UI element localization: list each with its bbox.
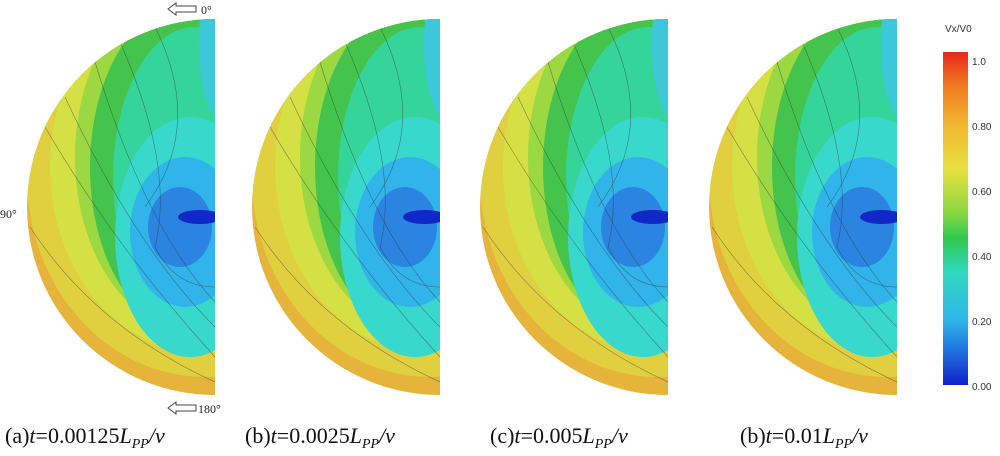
colorbar-ticks: 1.0 0.80 0.60 0.40 0.20 0.00 bbox=[972, 57, 992, 393]
panel-caption: (c)t=0.005LPP/v bbox=[490, 423, 628, 452]
caption-tail: /v bbox=[850, 423, 868, 448]
caption-var: L bbox=[118, 423, 131, 448]
caption-var: L bbox=[822, 423, 835, 448]
caption-var: t bbox=[29, 423, 36, 448]
caption-var: L bbox=[349, 423, 362, 448]
caption-eq: =0.01 bbox=[772, 423, 823, 448]
colorbar-tick-label: 0.00 bbox=[972, 382, 992, 393]
caption-sub: PP bbox=[361, 437, 380, 452]
panel-caption: (b)t=0.01LPP/v bbox=[740, 423, 868, 452]
captions: (a)t=0.00125LPP/v (b)t=0.0025LPP/v (c)t=0.… bbox=[5, 423, 868, 452]
caption-label: (a) bbox=[5, 423, 29, 448]
caption-eq: =0.0025 bbox=[277, 423, 350, 448]
colorbar-tick-label: 1.0 bbox=[972, 57, 986, 68]
caption-sub: PP bbox=[131, 437, 150, 452]
angle-label: 180° bbox=[198, 402, 221, 416]
caption-label: (b) bbox=[245, 423, 271, 448]
caption-label: (c) bbox=[490, 423, 514, 448]
colorbar-tick-label: 0.20 bbox=[972, 317, 992, 328]
caption-tail: /v bbox=[610, 423, 628, 448]
caption-tail: /v bbox=[147, 423, 165, 448]
panel-caption: (b)t=0.0025LPP/v bbox=[245, 423, 395, 452]
colorbar bbox=[943, 52, 968, 385]
caption-eq: =0.005 bbox=[521, 423, 583, 448]
caption-eq: =0.00125 bbox=[36, 423, 120, 448]
arrow bbox=[167, 401, 197, 415]
caption-var: L bbox=[581, 423, 594, 448]
angle-label: 90° bbox=[0, 207, 17, 221]
colorbar-tick-label: 0.40 bbox=[972, 252, 992, 263]
arrow bbox=[167, 2, 197, 16]
caption-tail: /v bbox=[377, 423, 395, 448]
colorbar-title: Vx/V0 bbox=[945, 24, 972, 35]
caption-var: t bbox=[271, 423, 278, 448]
colorbar-tick-label: 0.80 bbox=[972, 122, 992, 133]
caption-sub: PP bbox=[834, 437, 853, 452]
caption-var: t bbox=[514, 423, 521, 448]
angle-label: 0° bbox=[201, 3, 212, 17]
colorbar-tick-label: 0.60 bbox=[972, 187, 992, 198]
caption-label: (b) bbox=[740, 423, 766, 448]
caption-sub: PP bbox=[594, 437, 613, 452]
caption-var: t bbox=[766, 423, 773, 448]
panel-caption: (a)t=0.00125LPP/v bbox=[5, 423, 165, 452]
